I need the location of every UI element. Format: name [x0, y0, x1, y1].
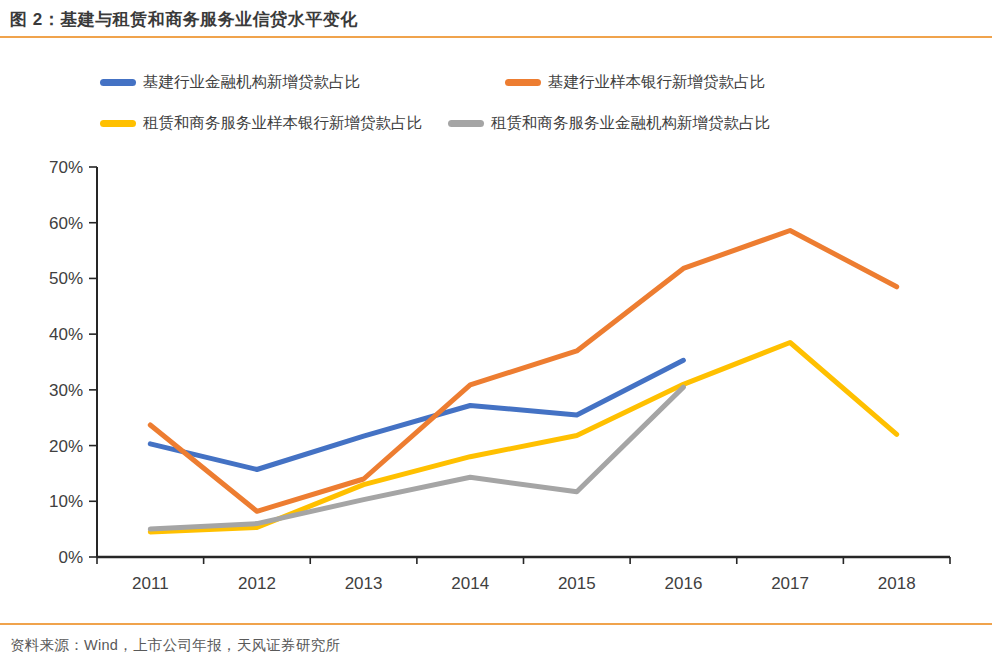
x-axis-label: 2012: [238, 574, 276, 593]
x-axis-label: 2016: [665, 574, 703, 593]
y-axis-label: 40%: [49, 325, 83, 344]
y-axis-label: 70%: [49, 158, 83, 177]
legend-label: 基建行业金融机构新增贷款占比: [143, 72, 360, 93]
series-line-2: [150, 343, 896, 532]
legend-item-infra-financial: 基建行业金融机构新增贷款占比: [100, 72, 505, 93]
y-axis-label: 60%: [49, 214, 83, 233]
y-axis-label: 0%: [58, 548, 83, 567]
legend-marker-blue: [100, 79, 136, 86]
y-axis-label: 20%: [49, 437, 83, 456]
series-line-0: [150, 360, 683, 469]
legend-label: 租赁和商务服务业样本银行新增贷款占比: [143, 113, 422, 134]
footer-divider: [0, 623, 992, 625]
y-axis-label: 50%: [49, 269, 83, 288]
legend-item-infra-sample-bank: 基建行业样本银行新增贷款占比: [505, 72, 765, 93]
x-axis-label: 2015: [558, 574, 596, 593]
x-axis-label: 2011: [132, 574, 169, 593]
figure-title: 图 2：基建与租赁和商务服务业信贷水平变化: [10, 8, 358, 31]
legend-label: 租赁和商务服务业金融机构新增贷款占比: [491, 113, 770, 134]
legend-row-1: 基建行业金融机构新增贷款占比 基建行业样本银行新增贷款占比: [100, 72, 980, 93]
legend-marker-orange: [505, 79, 541, 86]
legend-row-2: 租赁和商务服务业样本银行新增贷款占比 租赁和商务服务业金融机构新增贷款占比: [100, 113, 980, 134]
legend-marker-yellow: [100, 120, 136, 127]
line-chart: 0% 10% 20% 30% 40% 50% 60% 70% 2011 2012 2013 2014 2…: [20, 150, 972, 620]
x-axis-label: 2013: [345, 574, 383, 593]
series-line-3: [150, 387, 683, 529]
y-axis-label: 30%: [49, 381, 83, 400]
chart-legend: 基建行业金融机构新增贷款占比 基建行业样本银行新增贷款占比 租赁和商务服务业样本…: [100, 72, 980, 134]
x-axis-label: 2017: [771, 574, 809, 593]
legend-item-leasing-sample-bank: 租赁和商务服务业样本银行新增贷款占比: [100, 113, 448, 134]
x-axis-label: 2014: [451, 574, 489, 593]
legend-marker-gray: [448, 120, 484, 127]
source-note: 资料来源：Wind，上市公司年报，天风证券研究所: [10, 636, 340, 655]
y-axis-label: 10%: [49, 492, 83, 511]
x-axis-label: 2018: [878, 574, 916, 593]
legend-item-leasing-financial: 租赁和商务服务业金融机构新增贷款占比: [448, 113, 770, 134]
title-divider: [0, 36, 992, 38]
legend-label: 基建行业样本银行新增贷款占比: [548, 72, 765, 93]
